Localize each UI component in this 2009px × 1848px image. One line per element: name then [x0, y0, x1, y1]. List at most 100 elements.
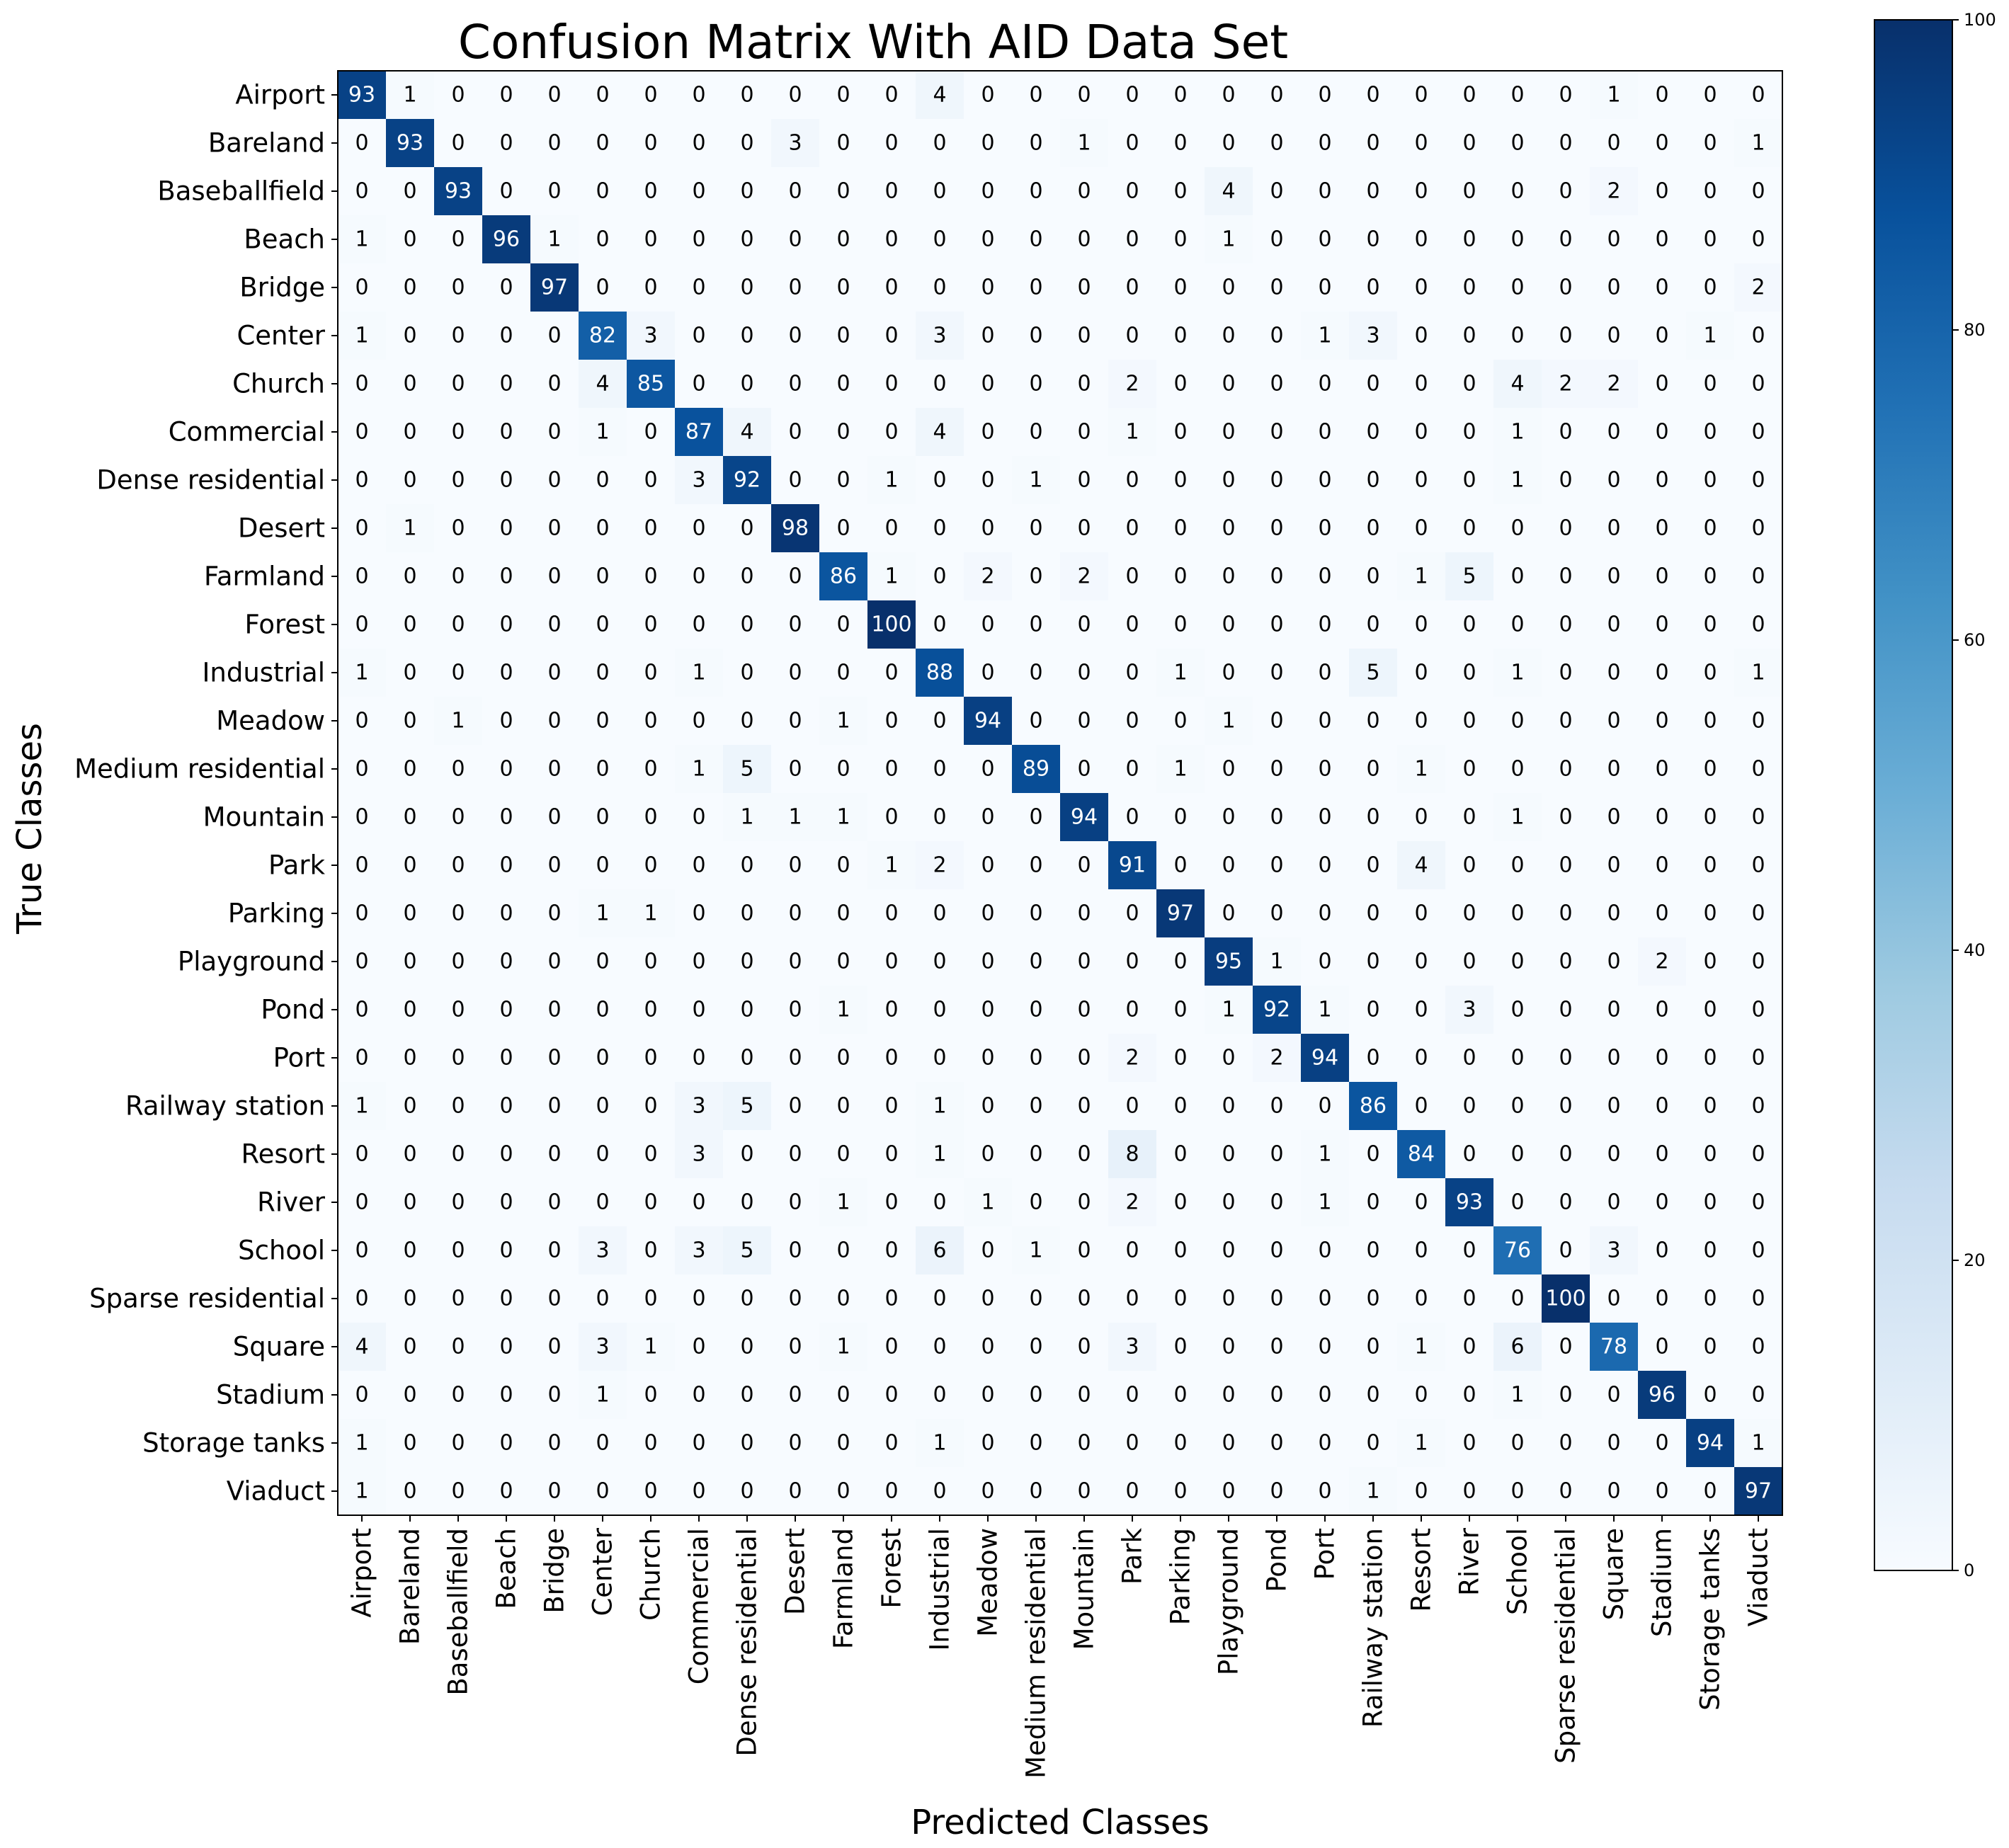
heatmap-cell — [867, 263, 916, 312]
cell-value-label: 0 — [1029, 661, 1042, 685]
cell-value-label: 0 — [1318, 901, 1331, 926]
x-tick-label: Center — [588, 1527, 618, 1616]
cell-value-label: 0 — [692, 901, 705, 926]
heatmap-cell — [482, 552, 531, 601]
y-tick-label: Meadow — [216, 706, 325, 736]
cell-value-label: 93 — [1456, 1190, 1483, 1215]
cell-value-label: 3 — [692, 1238, 705, 1263]
heatmap-cell — [1542, 263, 1590, 312]
heatmap-cell — [964, 408, 1013, 457]
cell-value-label: 1 — [1077, 131, 1091, 156]
heatmap-cell — [482, 456, 531, 505]
heatmap-cell — [338, 71, 387, 120]
heatmap-cell — [1205, 1130, 1253, 1179]
heatmap-cell — [867, 889, 916, 938]
heatmap-cell — [1445, 167, 1494, 216]
cell-value-label: 0 — [499, 805, 513, 830]
heatmap-cell — [482, 119, 531, 168]
cell-value-label: 0 — [644, 661, 657, 685]
cell-value-label: 1 — [1510, 420, 1524, 445]
cell-value-label: 0 — [451, 131, 465, 156]
cell-value-label: 0 — [1655, 709, 1668, 734]
cell-value-label: 0 — [1559, 420, 1572, 445]
cell-value-label: 0 — [884, 757, 898, 782]
heatmap-cell — [386, 1467, 435, 1516]
heatmap-cell — [916, 504, 964, 553]
heatmap-cell — [530, 263, 579, 312]
heatmap-cell — [1156, 552, 1205, 601]
cell-value-label: 0 — [644, 709, 657, 734]
cell-value-label: 1 — [1510, 468, 1524, 493]
heatmap-cell — [1445, 937, 1494, 986]
cell-value-label: 0 — [499, 998, 513, 1022]
heatmap-cell — [1542, 889, 1590, 938]
heatmap-cell — [338, 1226, 387, 1275]
cell-value-label: 0 — [1655, 1335, 1668, 1359]
heatmap-cell — [1349, 889, 1398, 938]
cell-value-label: 4 — [933, 83, 946, 108]
cell-value-label: 0 — [1318, 709, 1331, 734]
cell-value-label: 0 — [740, 83, 753, 108]
cell-value-label: 93 — [348, 83, 375, 108]
heatmap-cell — [579, 937, 627, 986]
heatmap-cell — [771, 697, 820, 746]
heatmap-cell — [1542, 649, 1590, 697]
cell-value-label: 1 — [1125, 420, 1139, 445]
cell-value-label: 0 — [499, 853, 513, 878]
heatmap-cell — [1638, 504, 1687, 553]
cell-value-label: 0 — [1703, 949, 1717, 974]
cell-value-label: 0 — [1125, 901, 1139, 926]
cell-value-label: 0 — [788, 468, 802, 493]
cell-value-label: 0 — [788, 420, 802, 445]
heatmap-cell — [1108, 600, 1157, 649]
cell-value-label: 0 — [1559, 612, 1572, 637]
cell-value-label: 0 — [1222, 1431, 1235, 1456]
heatmap-cell — [771, 1082, 820, 1131]
cell-value-label: 0 — [1414, 83, 1428, 108]
heatmap-cell — [1253, 119, 1302, 168]
cell-value-label: 86 — [1360, 1094, 1387, 1119]
cell-value-label: 0 — [1510, 275, 1524, 300]
heatmap-cell — [867, 119, 916, 168]
cell-value-label: 1 — [692, 661, 705, 685]
cell-value-label: 0 — [1125, 1431, 1139, 1456]
cell-value-label: 0 — [499, 372, 513, 397]
cell-value-label: 0 — [1077, 1287, 1091, 1311]
cell-value-label: 0 — [1751, 709, 1765, 734]
heatmap-cell — [530, 1034, 579, 1083]
cell-value-label: 0 — [1029, 275, 1042, 300]
cell-value-label: 0 — [788, 757, 802, 782]
cell-value-label: 0 — [1414, 1190, 1428, 1215]
cell-value-label: 0 — [836, 1094, 850, 1119]
heatmap-cell — [867, 312, 916, 360]
cell-value-label: 0 — [596, 612, 609, 637]
cell-value-label: 0 — [1703, 901, 1717, 926]
heatmap-cell — [964, 552, 1013, 601]
cell-value-label: 0 — [884, 516, 898, 541]
cell-value-label: 0 — [1222, 661, 1235, 685]
heatmap-cell — [1734, 1130, 1783, 1179]
cell-value-label: 0 — [1462, 1335, 1476, 1359]
heatmap-cell — [1638, 1274, 1687, 1323]
cell-value-label: 0 — [1462, 612, 1476, 637]
heatmap-cell — [964, 456, 1013, 505]
cell-value-label: 0 — [1125, 949, 1139, 974]
cell-value-label: 0 — [1270, 83, 1283, 108]
cell-value-label: 0 — [1655, 468, 1668, 493]
heatmap-cell — [1686, 937, 1735, 986]
heatmap-cell — [627, 600, 676, 649]
cell-value-label: 0 — [403, 661, 416, 685]
heatmap-cell — [916, 215, 964, 264]
heatmap-cell — [1493, 697, 1542, 746]
cell-value-label: 0 — [451, 901, 465, 926]
cell-value-label: 6 — [933, 1238, 946, 1263]
cell-value-label: 0 — [1270, 468, 1283, 493]
heatmap-cell — [1445, 649, 1494, 697]
cell-value-label: 0 — [1222, 612, 1235, 637]
heatmap-cell — [530, 745, 579, 794]
x-axis-ticks: Airport Bareland Baseballfield Beach Bridge C… — [347, 1515, 1774, 1779]
cell-value-label: 0 — [1125, 83, 1139, 108]
cell-value-label: 0 — [981, 1142, 994, 1167]
cell-value-label: 0 — [1607, 564, 1620, 589]
y-tick-label: Playground — [178, 947, 325, 977]
